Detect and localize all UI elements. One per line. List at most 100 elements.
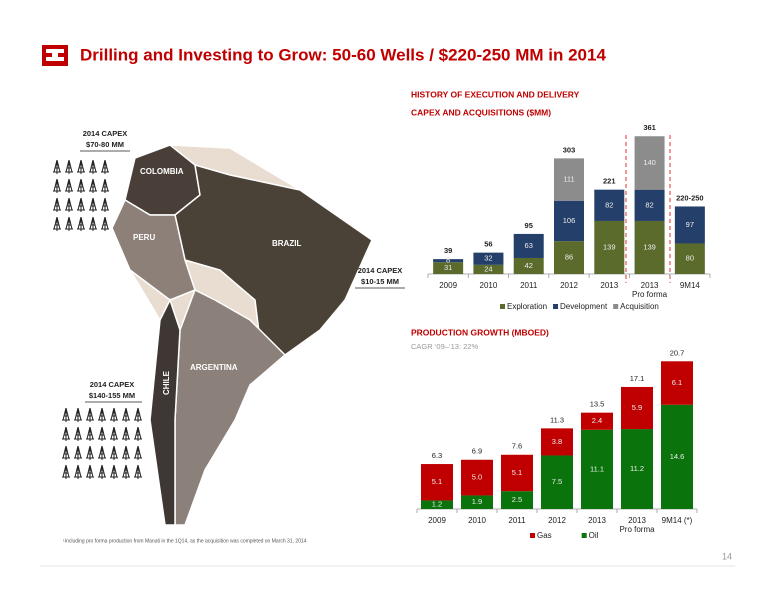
data-label: 80 (686, 254, 694, 263)
x-tick-label: 2012 (548, 516, 566, 525)
data-label: 97 (686, 220, 694, 229)
rig-icon (74, 408, 82, 422)
rig-icon (134, 408, 142, 422)
bar-segment (473, 264, 504, 274)
rig-icon (98, 446, 106, 460)
bar-segment (421, 500, 453, 509)
rig-icon (65, 160, 73, 174)
rig-icon (77, 160, 85, 174)
bar-segment (501, 454, 533, 492)
x-tick-label: 2012 (560, 281, 578, 290)
x-tick-label: 2011 (508, 516, 526, 525)
rig-icon (122, 446, 130, 460)
rig-icon (89, 217, 97, 231)
data-label: 5.1 (432, 477, 442, 486)
rig-icon (110, 465, 118, 479)
legend-swatch (500, 304, 505, 309)
legend-label: Gas (537, 531, 552, 540)
bar-segment (661, 404, 693, 509)
rig-icon (86, 427, 94, 441)
bar-segment (554, 241, 584, 274)
rig-icon (110, 446, 118, 460)
rig-icon (77, 198, 85, 212)
data-label: 11.1 (590, 464, 604, 473)
rig-icon (98, 408, 106, 422)
country-label: PERU (133, 233, 155, 242)
capex-underlines (80, 150, 405, 403)
rig-icon (62, 427, 70, 441)
x-tick-label: 2010 (480, 281, 498, 290)
bar-segment (581, 412, 613, 430)
rig-icon (89, 198, 97, 212)
x-tick-label: 9M14 (*) (662, 516, 693, 525)
rig-icon (134, 446, 142, 460)
bar-segment (541, 428, 573, 456)
x-tick-label: 2013 (628, 516, 646, 525)
rig-icon (62, 408, 70, 422)
capex-amount: $70-80 MM (86, 140, 124, 149)
bar-segment (554, 158, 584, 201)
total-label: 361 (643, 123, 656, 132)
capex-label: 2014 CAPEX (83, 129, 128, 138)
rig-icon (53, 217, 61, 231)
rig-icon (86, 408, 94, 422)
rig-icon (122, 408, 130, 422)
rig-icon (89, 179, 97, 193)
total-label: 39 (444, 246, 452, 255)
rig-icon (74, 465, 82, 479)
rig-icon (110, 408, 118, 422)
rig-icon (98, 427, 106, 441)
pro-forma-box (625, 135, 671, 283)
forecast-label: 220-250 (676, 193, 704, 202)
capex-label: 2014 CAPEX (90, 380, 135, 389)
rig-icon (77, 179, 85, 193)
data-label: 2.5 (512, 495, 522, 504)
data-label: 1.9 (472, 497, 482, 506)
bar-segment (634, 220, 665, 274)
data-label: 32 (484, 254, 492, 263)
country-label: BRAZIL (272, 239, 301, 248)
data-label: 140 (643, 158, 656, 167)
bar-segment (541, 455, 573, 509)
total-label: 303 (563, 145, 576, 154)
legend-swatch (581, 533, 587, 538)
footnote: ¹Including pro forma production from Man… (63, 538, 307, 544)
bar-segment (621, 386, 653, 430)
total-label: 56 (484, 240, 492, 249)
data-label: 139 (643, 242, 656, 251)
bar-segment (674, 206, 705, 244)
chart-title: HISTORY OF EXECUTION AND DELIVERY (411, 89, 580, 99)
rig-icon (62, 446, 70, 460)
data-label: 31 (444, 263, 452, 272)
rig-icon (53, 160, 61, 174)
x-tick-label: 2009 (439, 281, 457, 290)
rig-icon (86, 465, 94, 479)
x-tick-label: 2013 (588, 516, 606, 525)
rig-icon (65, 198, 73, 212)
rig-icon (53, 198, 61, 212)
legend-swatch (553, 304, 559, 309)
data-label: 82 (645, 200, 653, 209)
map (111, 144, 373, 526)
rig-icon (74, 427, 82, 441)
data-label: 6.1 (672, 378, 682, 387)
x-tick-label: 9M14 (680, 281, 701, 290)
chart-subtitle: CAPEX AND ACQUISITIONS ($MM) (411, 107, 551, 117)
rig-icon (98, 465, 106, 479)
rig-icon (134, 465, 142, 479)
total-label: 11.3 (550, 415, 564, 424)
data-label: 42 (525, 261, 533, 270)
data-label: 5.0 (472, 473, 482, 482)
bar-segment (661, 361, 693, 405)
total-label: 6.9 (472, 447, 482, 456)
legend-swatch (530, 533, 535, 538)
rig-icon (89, 160, 97, 174)
bar-segment (461, 459, 493, 496)
legend-label: Oil (589, 531, 599, 540)
rig-icon (62, 465, 70, 479)
bar-segment (433, 262, 464, 274)
rig-icon (101, 198, 109, 212)
bar-segment (461, 495, 493, 509)
total-label: 13.5 (590, 400, 605, 409)
